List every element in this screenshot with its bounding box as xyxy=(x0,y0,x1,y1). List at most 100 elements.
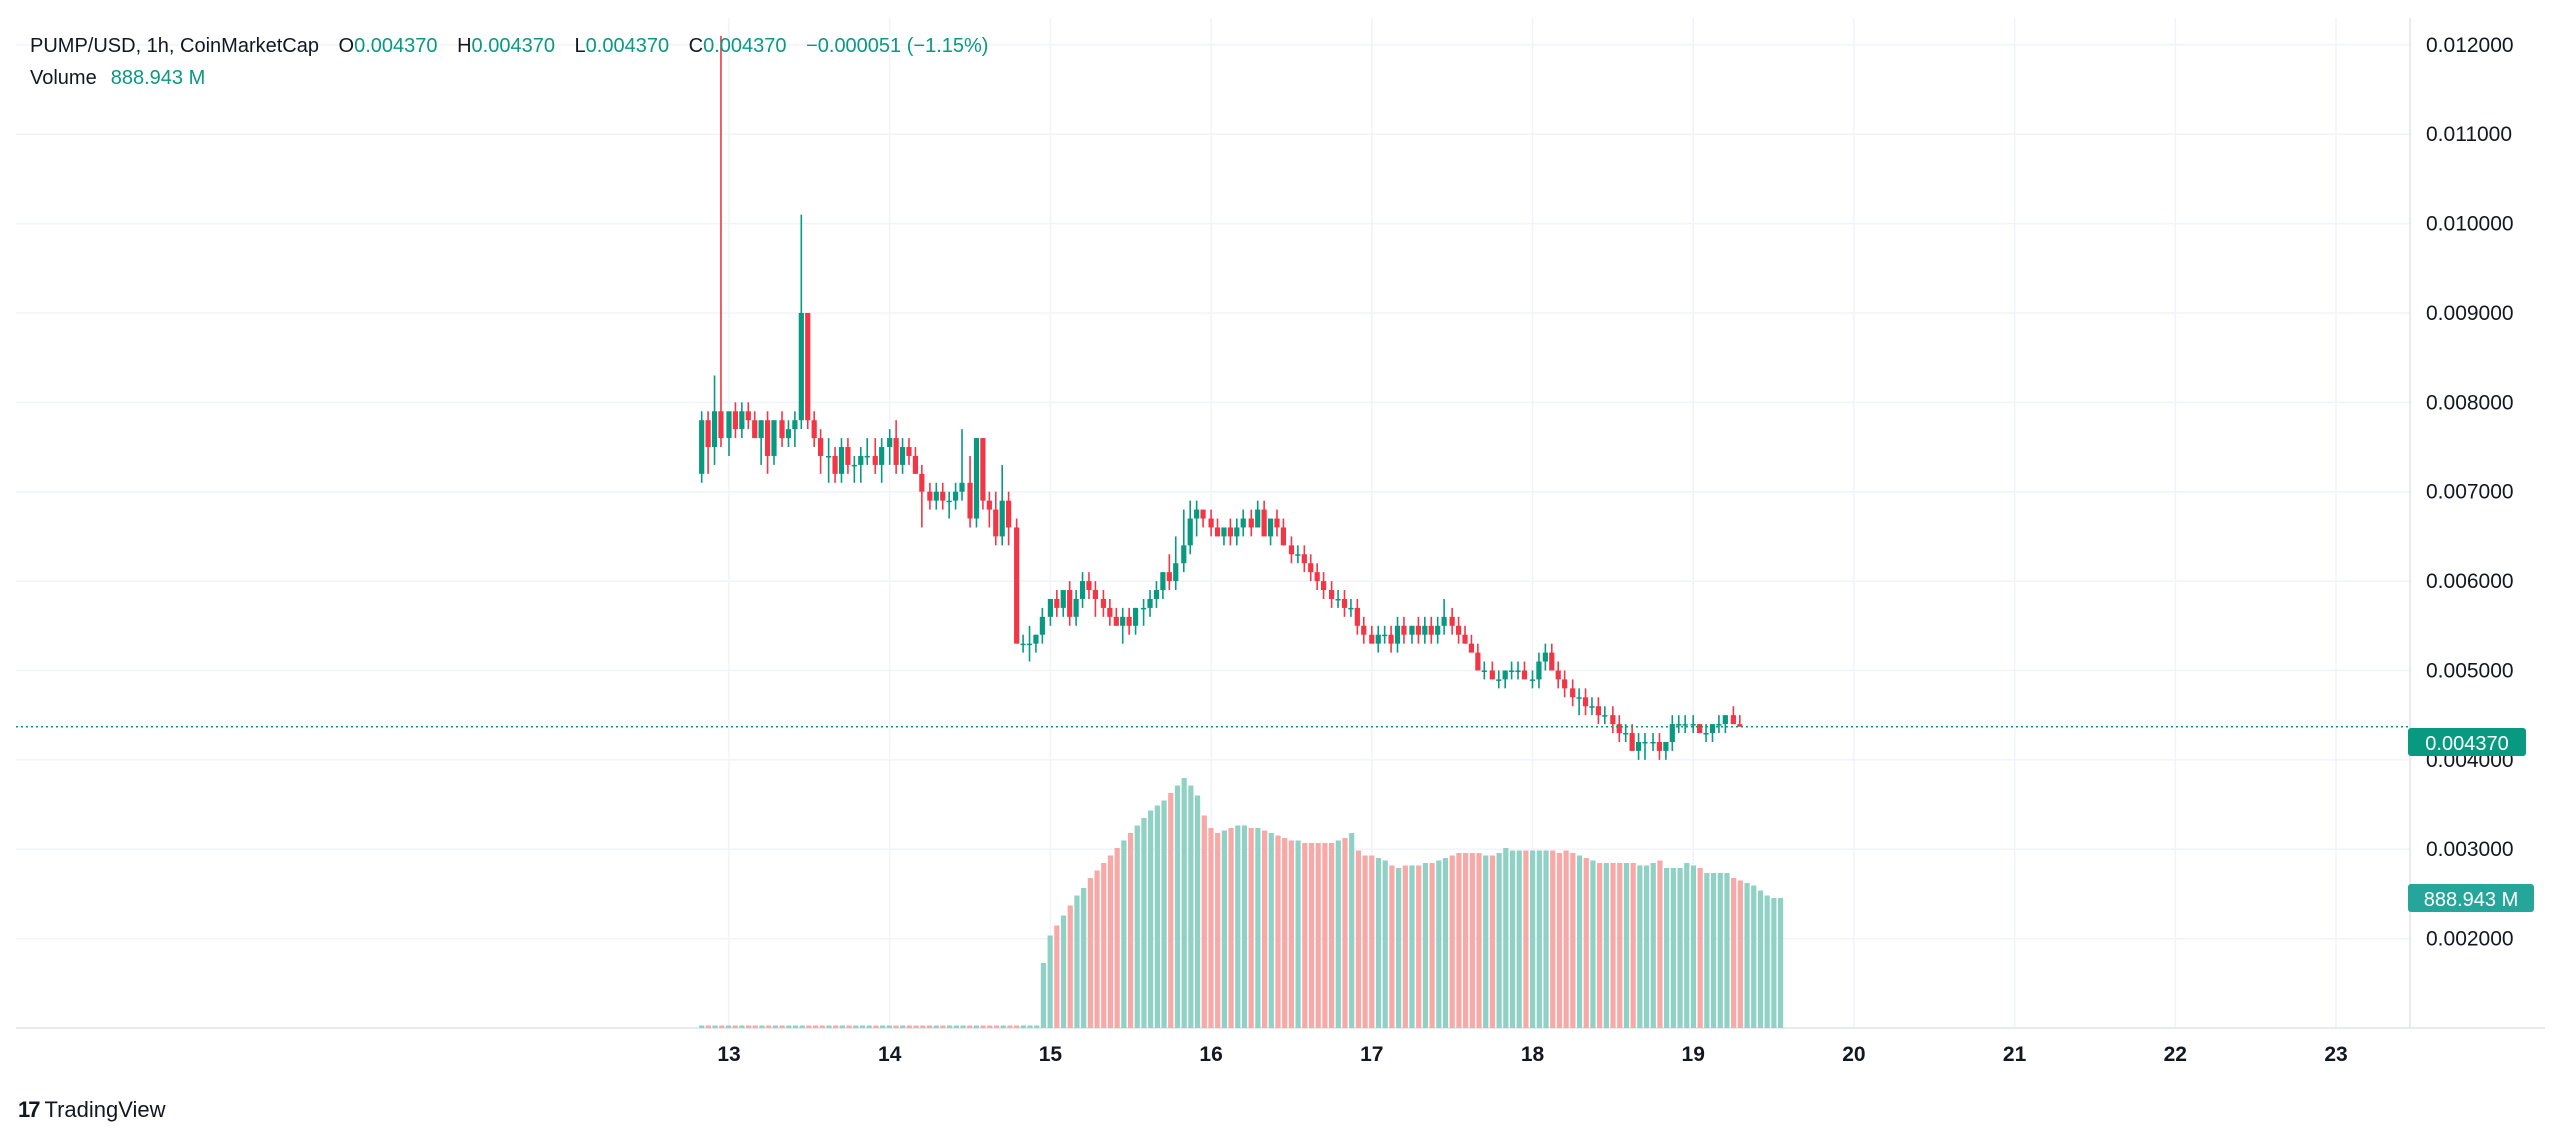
volume-bar xyxy=(1737,880,1743,1028)
candle xyxy=(1126,607,1132,635)
volume-value: 888.943 M xyxy=(110,67,206,89)
volume-bar xyxy=(1777,898,1784,1028)
candle-body xyxy=(1481,670,1487,672)
candle xyxy=(1722,715,1728,734)
volume-bar xyxy=(920,1025,926,1028)
volume-bar xyxy=(1268,833,1274,1028)
candle-body xyxy=(1240,518,1246,528)
volume-bar xyxy=(1215,833,1221,1028)
volume-bar xyxy=(1509,850,1516,1028)
volume-bar xyxy=(1302,843,1308,1028)
volume-bar xyxy=(1617,863,1623,1028)
candle-body xyxy=(771,420,777,456)
time-axis[interactable]: 13 14 15 16 17 18 19 20 21 22 23 xyxy=(717,1043,2347,1066)
candle xyxy=(1682,715,1688,734)
volume-bar xyxy=(833,1025,839,1028)
candle xyxy=(739,402,745,439)
candle-body xyxy=(1208,518,1214,528)
candle-body xyxy=(1502,670,1508,680)
volume-bar xyxy=(1416,865,1422,1028)
candle xyxy=(1515,661,1521,680)
candle xyxy=(1716,715,1722,734)
candle-body xyxy=(798,312,804,421)
volume-bar xyxy=(813,1025,819,1028)
candle xyxy=(1107,598,1113,626)
candle xyxy=(1120,607,1126,644)
candle xyxy=(872,438,878,474)
candle xyxy=(1092,581,1098,617)
candle xyxy=(980,438,986,510)
candle xyxy=(718,35,724,448)
candle xyxy=(1555,661,1561,689)
candle xyxy=(779,411,785,448)
candle xyxy=(1375,625,1381,653)
candle-body xyxy=(1295,554,1301,556)
volume-bar xyxy=(792,1025,799,1028)
volume-bar xyxy=(1389,865,1395,1028)
symbol-title[interactable]: PUMP/USD, 1h, CoinMarketCap xyxy=(30,35,319,57)
candle xyxy=(1301,545,1307,573)
candle-body xyxy=(1126,616,1132,626)
candle-body xyxy=(1214,527,1221,537)
candle-body xyxy=(705,420,711,448)
price-axis[interactable]: 0.012000 0.011000 0.010000 0.009000 0.008000… xyxy=(2426,34,2514,951)
volume-bar xyxy=(1650,863,1656,1028)
candle xyxy=(1329,581,1335,608)
price-tick-label: 0.006000 xyxy=(2426,570,2514,593)
volume-bar xyxy=(1630,863,1636,1028)
candle-body xyxy=(1475,652,1481,671)
candle xyxy=(1335,590,1341,608)
volume-bar xyxy=(953,1025,959,1028)
candle xyxy=(1086,572,1092,599)
candle-body xyxy=(1341,598,1348,608)
candle-body xyxy=(1301,554,1307,564)
volume-bar xyxy=(1308,843,1315,1028)
tradingview-logo[interactable]: 17 TradingView xyxy=(18,1097,166,1123)
candle-body xyxy=(1073,598,1079,617)
candle-body xyxy=(1060,590,1066,608)
volume-bar xyxy=(1396,868,1402,1028)
candle-body xyxy=(1261,509,1267,537)
volume-bar xyxy=(973,1025,980,1028)
volume-bar xyxy=(1590,860,1596,1028)
candle xyxy=(1187,500,1193,555)
volume-bar xyxy=(1496,853,1502,1028)
candle xyxy=(1354,598,1360,635)
volume-bar xyxy=(1094,870,1100,1028)
volume-bar xyxy=(1523,850,1529,1028)
candle xyxy=(752,411,758,439)
candle-body xyxy=(1582,697,1589,707)
candle-body xyxy=(946,500,952,503)
volume-bar xyxy=(1664,868,1670,1028)
volume-bar xyxy=(1717,873,1723,1028)
volume-bar xyxy=(880,1025,886,1028)
candle-body xyxy=(1033,634,1039,644)
volume-bar xyxy=(1710,873,1717,1028)
candle xyxy=(1208,509,1214,537)
candle xyxy=(858,447,864,483)
candle-body xyxy=(1616,724,1622,734)
candle-body xyxy=(1589,706,1595,708)
candle-body xyxy=(1455,625,1462,635)
volume-bar xyxy=(1597,863,1603,1028)
candle xyxy=(1320,572,1327,599)
candle-body xyxy=(851,464,857,467)
candle-body xyxy=(1570,688,1576,698)
volume-bar xyxy=(853,1025,859,1028)
volume-bar xyxy=(1476,853,1482,1028)
candle-body xyxy=(785,429,792,439)
candle-body xyxy=(1529,679,1536,681)
candle xyxy=(745,402,751,430)
candle-body xyxy=(1521,670,1528,680)
volume-bar xyxy=(1623,863,1630,1028)
candle-body xyxy=(1562,679,1568,689)
candle-body xyxy=(832,455,838,474)
candle xyxy=(1428,616,1434,644)
candle-body xyxy=(1722,715,1728,725)
volume-bar xyxy=(873,1025,879,1028)
candle xyxy=(1100,590,1107,617)
price-tick-label: 0.008000 xyxy=(2426,391,2514,414)
candle xyxy=(1529,670,1536,689)
volume-bar xyxy=(1060,915,1067,1028)
